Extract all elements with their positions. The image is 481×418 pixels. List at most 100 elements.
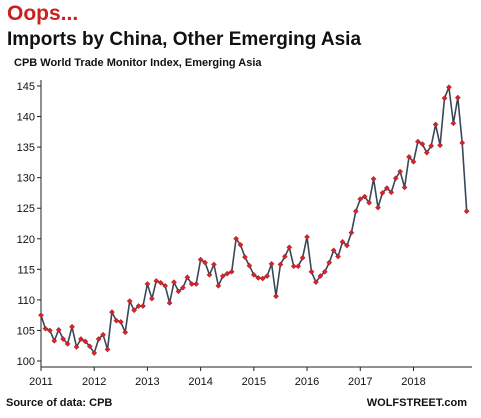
data-point-marker [113, 317, 120, 324]
data-point-marker [357, 196, 364, 202]
data-point-marker [379, 190, 386, 196]
data-point-marker [46, 327, 53, 334]
data-point-marker [317, 273, 324, 279]
y-tick-label: 145 [17, 81, 35, 93]
data-point-marker [437, 142, 443, 149]
data-point-marker [126, 298, 133, 304]
data-point-marker [450, 120, 457, 127]
data-point-marker [78, 336, 84, 342]
data-point-marker [188, 281, 195, 287]
axes: 100 105 110 115 120 125 130 135 140 145 2011 2012 20… [17, 80, 472, 388]
y-tick-label: 135 [17, 142, 35, 154]
data-point-marker [140, 303, 146, 309]
data-point-marker [131, 307, 137, 314]
data-point-marker [162, 282, 169, 289]
y-tick-label: 120 [17, 234, 35, 246]
data-point-marker [295, 263, 302, 270]
data-point-marker [246, 262, 253, 269]
data-point-marker [193, 281, 200, 287]
data-point-marker [95, 336, 102, 342]
data-point-marker [308, 268, 315, 275]
data-point-marker [410, 158, 417, 165]
data-point-marker [184, 274, 191, 281]
data-point-marker [255, 275, 262, 281]
data-point-marker [144, 281, 151, 287]
data-point-marker [264, 273, 271, 279]
data-point-marker [268, 260, 275, 267]
data-point-marker [375, 204, 381, 211]
data-point-marker [383, 185, 390, 191]
data-point-marker [219, 273, 226, 279]
data-point-marker [250, 271, 257, 278]
data-point-marker [454, 94, 461, 101]
data-point-marker [122, 329, 129, 336]
data-point-marker [60, 336, 67, 342]
y-tick-label: 105 [17, 325, 35, 337]
x-tick-label: 2018 [401, 376, 425, 388]
y-tick-label: 100 [17, 356, 35, 368]
exclamation-title: Oops... [7, 2, 79, 25]
publisher-credit: WOLFSTREET.com [366, 397, 467, 409]
data-point-marker [166, 300, 173, 306]
data-point-marker [51, 337, 58, 344]
data-point-marker [215, 282, 222, 289]
data-point-marker [441, 95, 448, 102]
data-point-marker [401, 184, 408, 191]
data-point-marker [91, 350, 98, 356]
data-point-marker [277, 261, 284, 268]
data-point-marker [259, 275, 266, 282]
x-tick-label: 2017 [348, 376, 372, 388]
data-point-marker [86, 343, 93, 350]
data-point-marker [211, 261, 217, 268]
series-line [40, 86, 468, 354]
data-point-marker [242, 254, 248, 260]
data-point-marker [206, 271, 213, 278]
data-point-marker [419, 141, 426, 147]
data-point-marker [237, 242, 244, 248]
data-point-marker [406, 154, 412, 160]
data-point-marker [330, 247, 337, 254]
data-point-marker [281, 253, 288, 260]
x-tick-label: 2013 [135, 376, 159, 388]
data-point-marker [304, 234, 310, 240]
y-tick-label: 125 [17, 203, 35, 215]
x-tick-label: 2014 [188, 376, 212, 388]
data-point-marker [180, 284, 186, 291]
chart-subtitle: CPB World Trade Monitor Index, Emerging … [14, 57, 262, 69]
data-point-marker [388, 189, 395, 196]
data-point-marker [459, 139, 466, 146]
chart-title: Imports by China, Other Emerging Asia [7, 29, 362, 50]
data-point-marker [157, 279, 164, 286]
x-tick-label: 2011 [29, 376, 53, 388]
data-point-marker [135, 303, 142, 309]
data-point-marker [313, 279, 319, 286]
data-point-marker [153, 278, 160, 284]
data-point-marker [104, 346, 111, 353]
data-point-marker [335, 253, 341, 260]
x-tick-label: 2015 [242, 376, 266, 388]
data-point-marker [224, 270, 231, 277]
data-point-marker [100, 331, 106, 338]
data-point-marker [197, 256, 204, 263]
data-point-marker [299, 254, 306, 261]
data-point-marker [42, 325, 49, 332]
x-tick-label: 2012 [82, 376, 106, 388]
data-point-marker [397, 168, 404, 175]
data-point-marker [233, 235, 239, 242]
series-line-layer [40, 86, 468, 354]
y-tick-label: 130 [17, 173, 35, 185]
data-point-marker [326, 259, 333, 266]
data-point-marker [366, 199, 373, 206]
data-point-marker [148, 295, 155, 302]
y-tick-label: 115 [17, 264, 35, 276]
data-point-marker [117, 319, 124, 325]
data-point-marker [423, 149, 430, 156]
x-tick-label: 2016 [295, 376, 319, 388]
data-point-marker [82, 338, 89, 345]
data-point-marker [370, 176, 377, 182]
data-point-marker [171, 279, 177, 286]
data-point-marker [339, 238, 346, 245]
data-point-marker [446, 84, 452, 91]
data-point-marker [228, 268, 235, 275]
